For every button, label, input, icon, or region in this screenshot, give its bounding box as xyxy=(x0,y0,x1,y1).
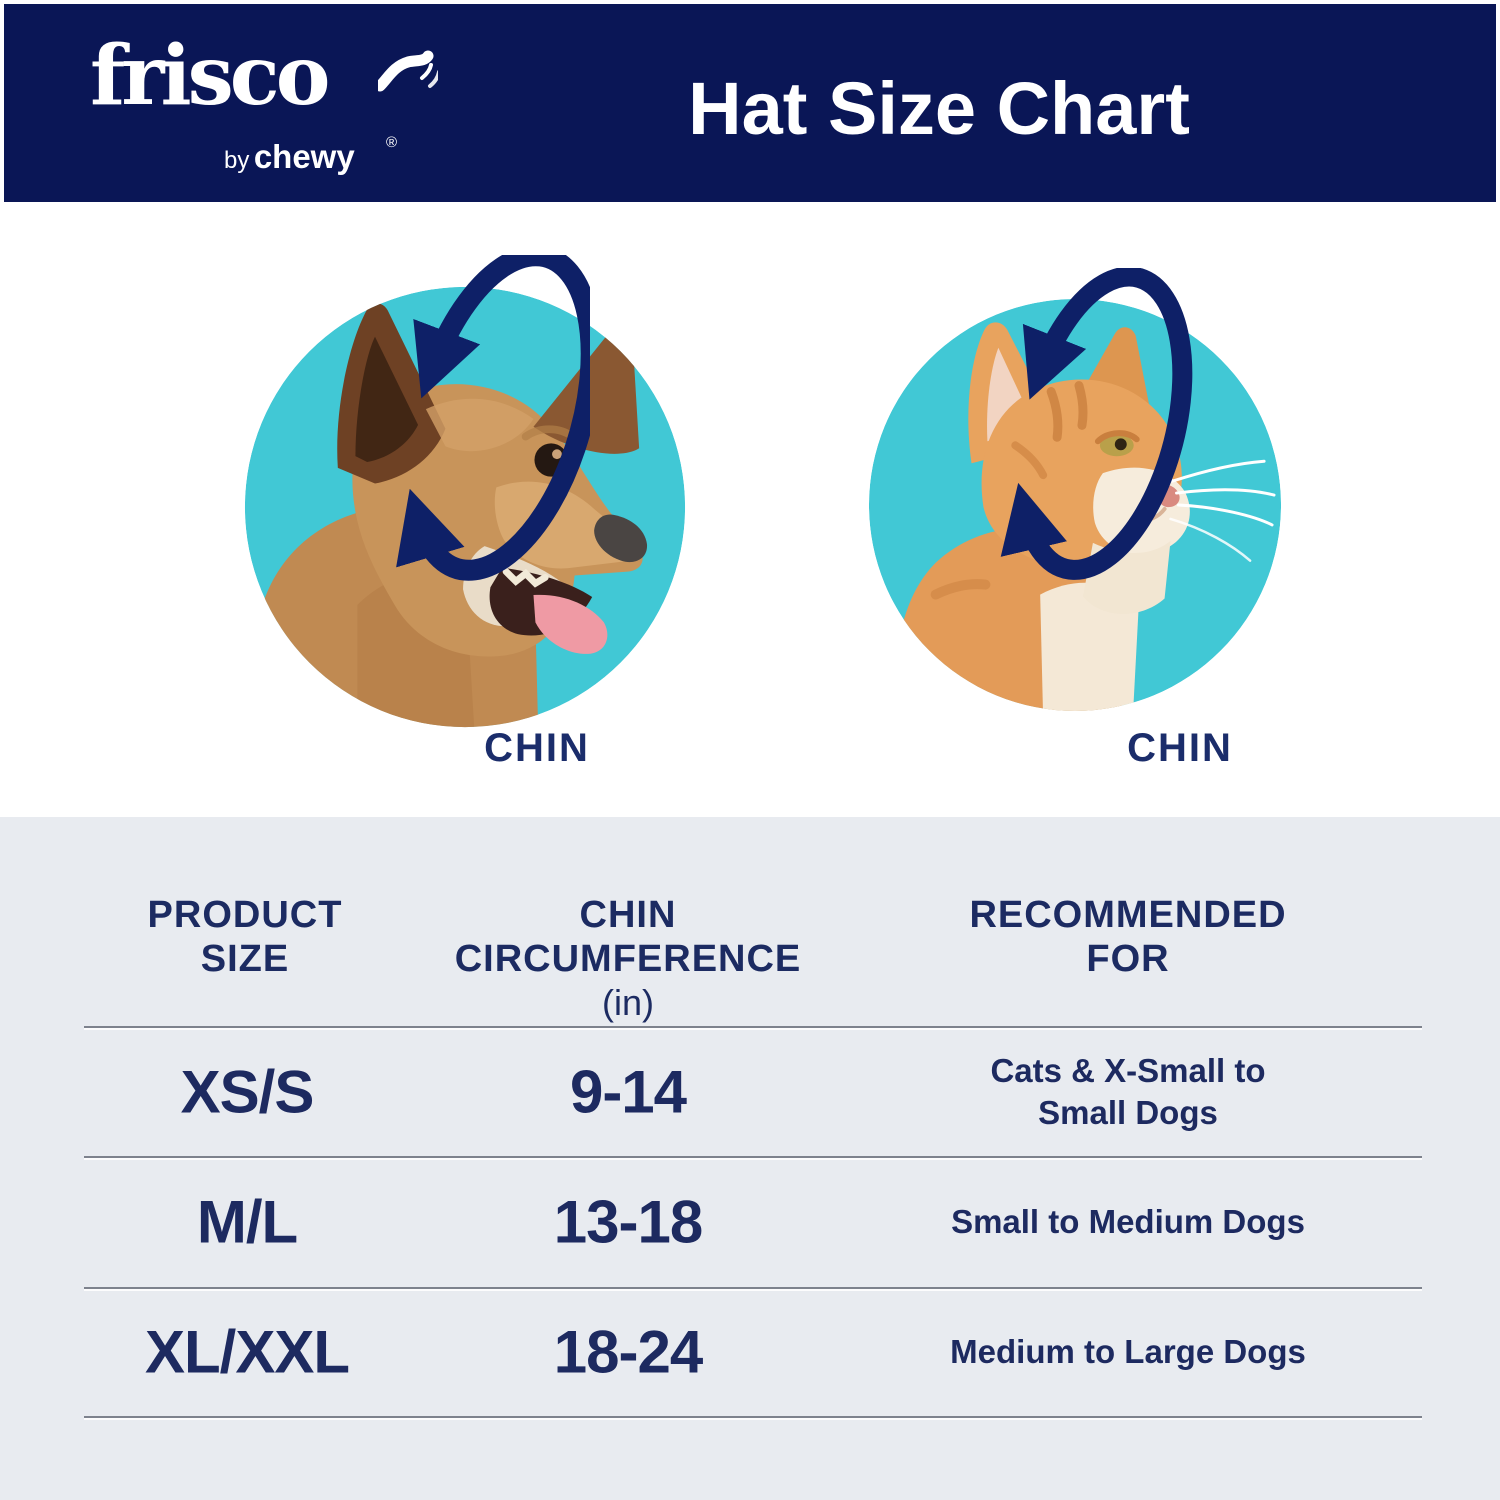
dog-chin-label: CHIN xyxy=(484,726,590,770)
size-table: PRODUCT SIZE CHIN CIRCUMFERENCE (in) REC… xyxy=(0,817,1500,1500)
logo-by-text: by xyxy=(224,147,250,174)
cat-chin-label: CHIN xyxy=(1127,726,1233,770)
row1-recommended-for: Cats & X-Small to Small Dogs xyxy=(990,1050,1265,1134)
frisco-by-chewy-logo: frisco ® by chewy xyxy=(90,26,438,186)
column-header-chin-circumference: CHIN CIRCUMFERENCE (in) xyxy=(455,893,802,1025)
row1-rec-line1: Cats & X-Small to xyxy=(990,1052,1266,1089)
row2-recommended-for: Small to Medium Dogs xyxy=(951,1201,1305,1243)
chin-circ-line1: CHIN xyxy=(579,894,677,936)
logo-byline: by chewy xyxy=(224,138,355,176)
row2-chin-circumference: 13-18 xyxy=(553,1188,703,1256)
frisco-wordmark: frisco xyxy=(90,28,330,124)
row2-size: M/L xyxy=(196,1188,298,1256)
cat-measure-loop-arrow-icon xyxy=(1000,268,1193,580)
product-size-line2: SIZE xyxy=(200,938,290,980)
table-divider xyxy=(84,1156,1422,1158)
dog-measure-loop-arrow-icon xyxy=(396,255,590,581)
table-divider xyxy=(84,1416,1422,1418)
row3-chin-circumference: 18-24 xyxy=(553,1318,703,1386)
column-header-recommended-for: RECOMMENDED FOR xyxy=(969,893,1286,981)
row3-recommended-for: Medium to Large Dogs xyxy=(950,1331,1306,1373)
product-size-line1: PRODUCT xyxy=(147,894,343,936)
row1-chin-circumference: 9-14 xyxy=(569,1058,687,1126)
chin-circ-unit: (in) xyxy=(602,982,654,1023)
row3-rec-line1: Medium to Large Dogs xyxy=(950,1333,1306,1370)
table-divider xyxy=(84,1026,1422,1028)
header-banner: frisco ® by chewy Hat Size Chart xyxy=(4,4,1496,202)
recommended-line1: RECOMMENDED xyxy=(969,894,1287,936)
table-divider xyxy=(84,1287,1422,1289)
row2-rec-line1: Small to Medium Dogs xyxy=(951,1203,1305,1240)
frisco-tail-icon xyxy=(378,50,438,92)
page-title: Hat Size Chart xyxy=(688,67,1190,150)
recommended-line2: FOR xyxy=(1086,938,1170,980)
row1-size: XS/S xyxy=(180,1058,315,1126)
chin-circ-line2: CIRCUMFERENCE xyxy=(454,938,802,980)
chewy-wordmark: chewy xyxy=(253,138,355,175)
registered-mark: ® xyxy=(386,134,398,151)
row3-size: XL/XXL xyxy=(144,1318,350,1386)
row1-rec-line2: Small Dogs xyxy=(1038,1094,1218,1131)
column-header-product-size: PRODUCT SIZE xyxy=(148,893,343,981)
